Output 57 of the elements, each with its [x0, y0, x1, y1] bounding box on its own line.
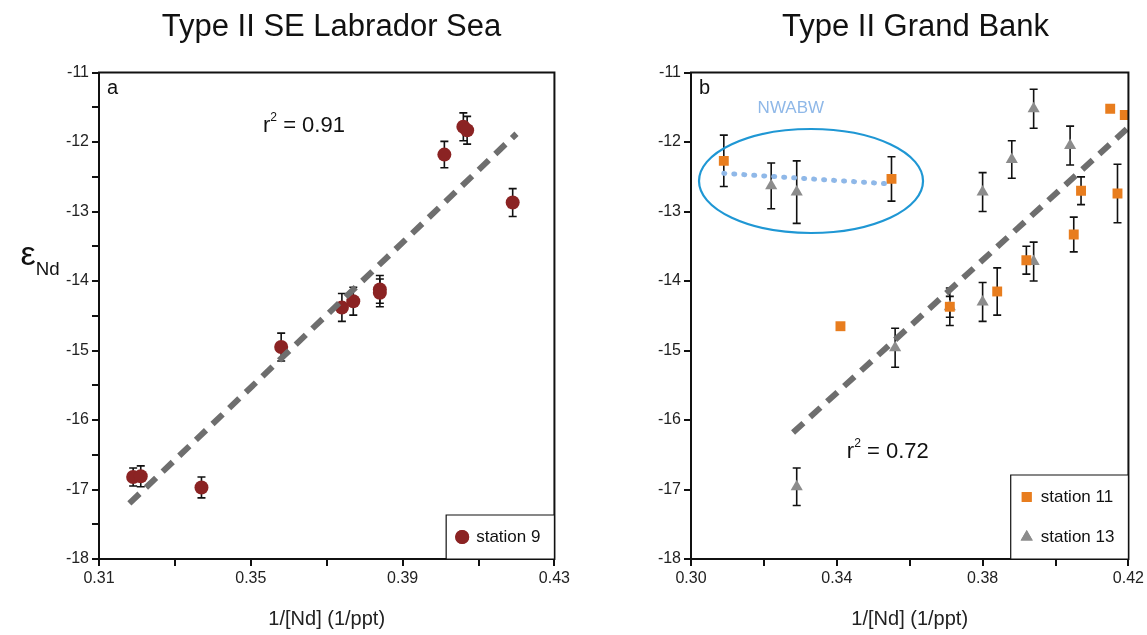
y-tick-label: -15: [657, 340, 682, 358]
x-tick-label: 0.34: [821, 569, 853, 587]
text: NWABW: [757, 98, 825, 118]
y-tick-label: -11: [67, 63, 90, 81]
point: [460, 123, 475, 138]
point: [835, 321, 846, 332]
point: [1068, 229, 1079, 240]
point: [992, 286, 1003, 297]
x-tick-label: 0.30: [675, 569, 707, 587]
point: [889, 340, 902, 352]
y-tick-label: -13: [657, 201, 682, 219]
point: [976, 185, 989, 196]
point: [1027, 101, 1040, 113]
point: [346, 294, 361, 309]
y-tick-label: -14: [657, 271, 682, 289]
point: [274, 340, 289, 355]
legend-label: station 9: [476, 526, 541, 546]
legend-label: station 11: [1040, 486, 1114, 506]
point: [1064, 138, 1077, 150]
y-tick-label: -18: [65, 549, 90, 567]
x-tick-label: 0.43: [538, 569, 571, 587]
x-tick-label: 0.35: [235, 569, 267, 587]
point: [437, 147, 452, 162]
point: [718, 155, 729, 166]
x-tick-label: 0.31: [83, 569, 115, 587]
y-tick-label: -13: [65, 201, 90, 219]
point: [1105, 103, 1116, 114]
x-axis-title: 1/[Nd] (1/ppt): [268, 606, 386, 629]
point: [886, 173, 897, 184]
x-tick-label: 0.38: [967, 569, 999, 587]
chart-title: Type II Grand Bank: [780, 8, 1051, 44]
y-tick-label: -11: [659, 63, 682, 81]
y-tick-label: -12: [65, 132, 90, 150]
point: [194, 480, 209, 495]
point: [1076, 185, 1086, 196]
point: [505, 195, 520, 210]
y-tick-label: -14: [65, 271, 90, 289]
point: [1021, 255, 1032, 266]
point: [790, 479, 803, 491]
y-tick-label: -17: [65, 479, 90, 497]
y-tick-label: -16: [65, 410, 90, 428]
y-tick-label: -15: [65, 340, 90, 358]
y-tick-label: -17: [657, 479, 682, 497]
y-tick-label: -18: [657, 549, 682, 567]
x-axis-title: 1/[Nd] (1/ppt): [851, 606, 969, 629]
legend-label: station 13: [1040, 526, 1115, 546]
x-tick-label: 0.42: [1112, 569, 1145, 587]
point: [765, 178, 778, 190]
y-tick-label: -12: [657, 132, 682, 150]
x-tick-label: 0.39: [387, 569, 419, 587]
point: [976, 294, 989, 306]
annotation: a: [107, 76, 119, 99]
y-tick-label: -16: [657, 410, 682, 428]
chart-title: Type II SE Labrador Sea: [160, 8, 503, 44]
point: [1005, 152, 1018, 163]
annotation: b: [699, 76, 711, 99]
point: [790, 185, 803, 196]
